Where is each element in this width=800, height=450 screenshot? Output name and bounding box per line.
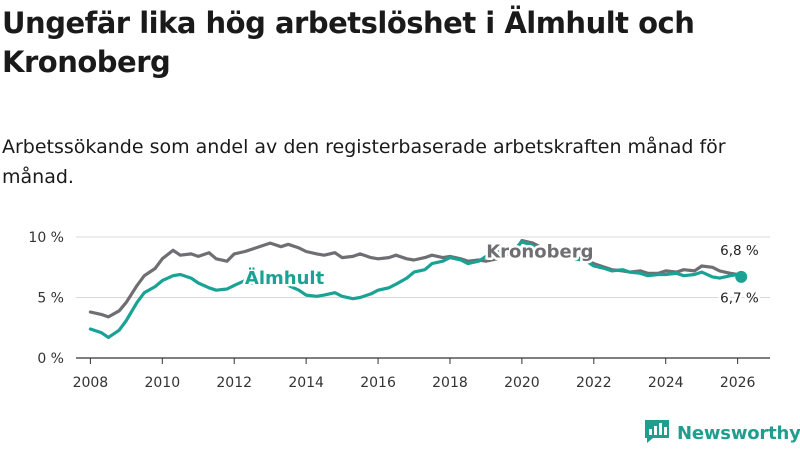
x-tick-label: 2008 bbox=[73, 375, 109, 391]
series-lines bbox=[88, 239, 748, 339]
chart-subtitle: Arbetssökande som andel av den registerb… bbox=[2, 136, 726, 188]
x-tick-label: 2022 bbox=[576, 375, 612, 391]
newsworthy-brand: Newsworthy bbox=[644, 418, 800, 448]
newsworthy-logo-text: Newsworthy bbox=[677, 422, 800, 444]
x-tick-label: 2024 bbox=[648, 375, 684, 391]
y-tick-label: 5 % bbox=[37, 291, 64, 307]
chart-title: Ungefär lika hög arbetslöshet i Älmhult … bbox=[2, 6, 695, 79]
x-tick-label: 2014 bbox=[288, 375, 324, 391]
x-tick-label: 2026 bbox=[720, 375, 756, 391]
series-line-almhult bbox=[88, 240, 743, 339]
axes: 0 % 5 % 10 % 2008 2010 2012 2014 2016 2018 2020 20… bbox=[28, 230, 770, 391]
x-tick-label: 2012 bbox=[216, 375, 252, 391]
gridlines bbox=[76, 236, 770, 298]
label-almhult: Älmhult bbox=[245, 267, 325, 289]
label-kronoberg: Kronoberg bbox=[486, 242, 593, 263]
y-tick-label: 10 % bbox=[28, 230, 64, 246]
series-labels: Kronoberg Älmhult 6,8 % 6,7 % bbox=[242, 239, 761, 309]
x-tick-label: 2018 bbox=[432, 375, 468, 391]
value-label-kronoberg: 6,8 % bbox=[720, 243, 759, 259]
y-tick-label: 0 % bbox=[37, 351, 64, 367]
x-tick-label: 2016 bbox=[360, 375, 396, 391]
newsworthy-logo-icon bbox=[644, 419, 670, 447]
series-line-kronoberg bbox=[88, 239, 743, 319]
x-tick-label: 2010 bbox=[144, 375, 180, 391]
x-tick-label: 2020 bbox=[504, 375, 540, 391]
value-label-almhult: 6,7 % bbox=[720, 290, 759, 306]
end-point-almhult bbox=[735, 270, 748, 283]
